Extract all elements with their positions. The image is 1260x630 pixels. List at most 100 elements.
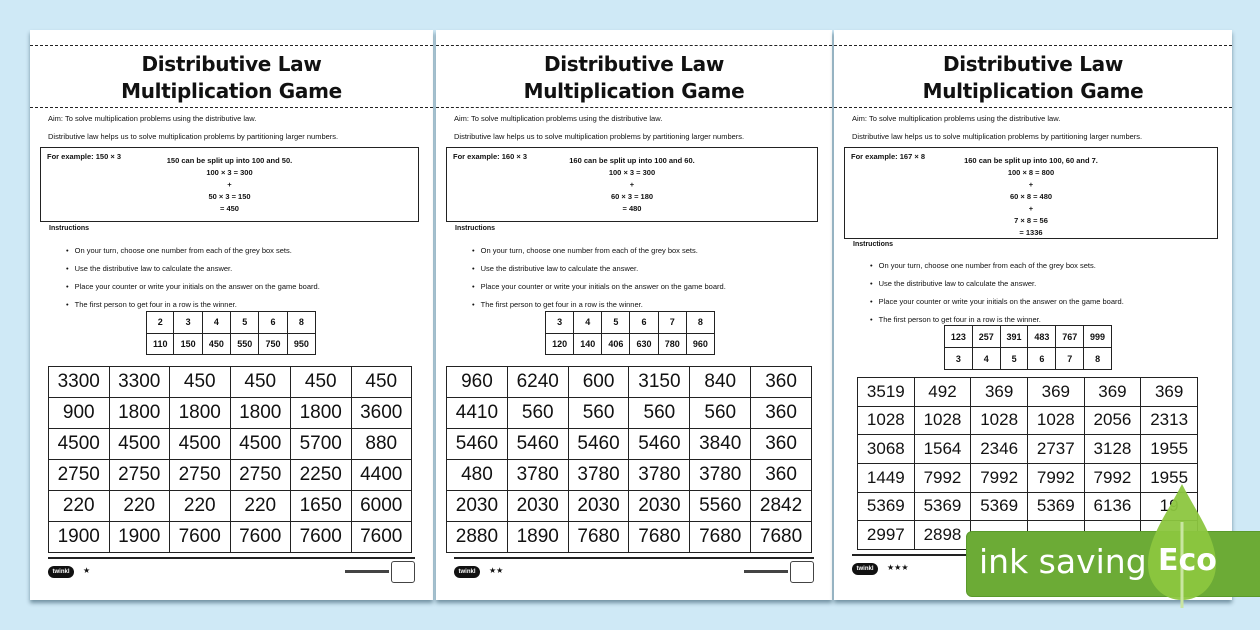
game-board-cell: 7600: [350, 521, 412, 553]
twinkl-logo: twinkl: [852, 563, 878, 575]
game-board-cell: 450: [290, 366, 352, 398]
number-set-cell: 6: [1027, 347, 1057, 370]
example-label: For example: 160 × 3: [453, 152, 527, 161]
game-board-cell: 7680: [689, 521, 752, 553]
game-board-row: 220 220 220 220 1650 6000: [48, 490, 412, 522]
game-board-cell: 220: [169, 490, 231, 522]
number-set-cell: 257: [971, 325, 1001, 348]
example-line: 60 × 8 = 480: [1009, 192, 1053, 201]
game-board-cell: 2750: [48, 459, 110, 491]
number-set-cell: 950: [286, 332, 317, 355]
game-board-row: 2880 1890 7680 7680 7680 7680: [446, 521, 812, 553]
game-board-cell: 2898: [913, 520, 972, 550]
game-board-cell: 560: [567, 397, 630, 429]
number-set-cell: 550: [230, 332, 260, 355]
game-board-cell: 1449: [857, 462, 915, 493]
instruction-item: • Use the distributive law to calculate t…: [66, 264, 232, 273]
number-set-row: 120 140 406 630 780 960: [544, 332, 716, 355]
example-line: = 480: [622, 204, 642, 213]
game-board-cell: 5460: [567, 428, 630, 460]
dashed-divider: [30, 107, 433, 108]
number-set-cell: 5: [601, 311, 631, 334]
game-board-cell: 492: [913, 377, 972, 407]
game-board-cell: 5700: [290, 428, 352, 460]
instruction-text: Place your counter or write your initial…: [480, 282, 726, 291]
dashed-divider: [30, 45, 433, 46]
example-line: 160 can be split up into 100 and 60.: [569, 156, 695, 165]
instruction-text: The first person to get four in a row is…: [878, 315, 1041, 324]
game-board-cell: 2750: [229, 459, 291, 491]
title-line-1: Distributive Law: [942, 52, 1124, 76]
game-board: 960 6240 600 3150 840 360 4410 560 560 560 560 360 5…: [446, 366, 812, 553]
game-board-cell: 369: [1026, 377, 1085, 407]
footer-website-text: [744, 570, 788, 573]
game-board-cell: 840: [689, 366, 752, 398]
game-board-row: 1449 7992 7992 7992 7992 1955: [857, 462, 1198, 493]
game-board-cell: 1800: [169, 397, 231, 429]
example-line: = 1336: [1019, 228, 1043, 237]
game-board-cell: 2030: [567, 490, 630, 522]
game-board-cell: 2056: [1083, 405, 1142, 436]
title-line-2: Multiplication Game: [523, 79, 745, 103]
bullet-icon: •: [870, 261, 873, 270]
dashed-divider: [834, 45, 1232, 46]
game-board-cell: 360: [750, 428, 812, 460]
instruction-item: • The first person to get four in a row i…: [66, 300, 237, 309]
game-board-cell: 5369: [913, 491, 972, 522]
game-board-row: 4500 4500 4500 4500 5700 880: [48, 428, 412, 460]
example-line: 100 × 3 = 300: [608, 168, 656, 177]
game-board-cell: 3840: [689, 428, 752, 460]
example-line: 160 can be split up into 100, 60 and 7.: [964, 156, 1098, 165]
number-sets-table: 123 257 391 483 767 999 3 4 5 6 7 8: [944, 325, 1112, 370]
number-set-cell: 780: [657, 332, 687, 355]
game-board-cell: 4500: [229, 428, 291, 460]
game-board-cell: 1028: [1026, 405, 1085, 436]
game-board-cell: 4410: [446, 397, 508, 429]
bullet-icon: •: [66, 300, 69, 309]
game-board-cell: 2346: [970, 434, 1028, 464]
number-set-cell: 483: [1027, 325, 1057, 348]
aim-text: Aim: To solve multiplication problems us…: [454, 114, 663, 123]
game-board-cell: 7680: [567, 521, 630, 553]
number-set-cell: 750: [258, 332, 288, 355]
instructions-heading: Instructions: [455, 225, 496, 232]
game-board-row: 1900 1900 7600 7600 7600 7600: [48, 521, 412, 553]
footer-divider: [454, 557, 814, 559]
number-set-cell: 8: [685, 311, 716, 334]
game-board-cell: 3519: [857, 377, 915, 407]
game-board-cell: 450: [169, 366, 231, 398]
instruction-text: The first person to get four in a row is…: [480, 300, 643, 309]
game-board-row: 5460 5460 5460 5460 3840 360: [446, 428, 812, 460]
game-board-row: 3519 492 369 369 369 369: [857, 377, 1198, 407]
example-line: = 450: [220, 204, 239, 213]
game-board-cell: 4500: [169, 428, 231, 460]
difficulty-stars: ★★: [489, 566, 504, 575]
game-board-row: 960 6240 600 3150 840 360: [446, 366, 812, 398]
bullet-icon: •: [66, 282, 69, 291]
number-set-row: 123 257 391 483 767 999: [944, 325, 1112, 348]
title-line-2: Multiplication Game: [922, 79, 1144, 103]
game-board-cell: 360: [750, 459, 812, 491]
game-board-cell: 3068: [857, 434, 915, 464]
game-board-cell: 2737: [1026, 434, 1085, 464]
title-line-1: Distributive Law: [141, 52, 322, 76]
example-box: For example: 167 × 8 160 can be split up …: [844, 147, 1218, 239]
game-board-cell: 3600: [350, 397, 412, 429]
instruction-item: • On your turn, choose one number from ea…: [472, 246, 698, 255]
game-board-cell: 7600: [229, 521, 291, 553]
number-set-cell: 150: [173, 332, 203, 355]
game-board-cell: 450: [350, 366, 412, 398]
game-board-cell: 3780: [506, 459, 569, 491]
number-set-cell: 3: [544, 311, 575, 334]
example-line: 100 × 3 = 300: [206, 168, 253, 177]
instruction-text: On your turn, choose one number from eac…: [74, 246, 292, 255]
game-board-cell: 7600: [169, 521, 231, 553]
number-set-cell: 6: [258, 311, 288, 334]
game-board-cell: 2842: [750, 490, 812, 522]
instruction-item: • Use the distributive law to calculate t…: [870, 279, 1036, 288]
instructions-heading: Instructions: [853, 241, 894, 248]
number-set-cell: 140: [573, 332, 603, 355]
number-set-cell: 120: [544, 332, 575, 355]
example-line: 50 × 3 = 150: [208, 192, 251, 201]
